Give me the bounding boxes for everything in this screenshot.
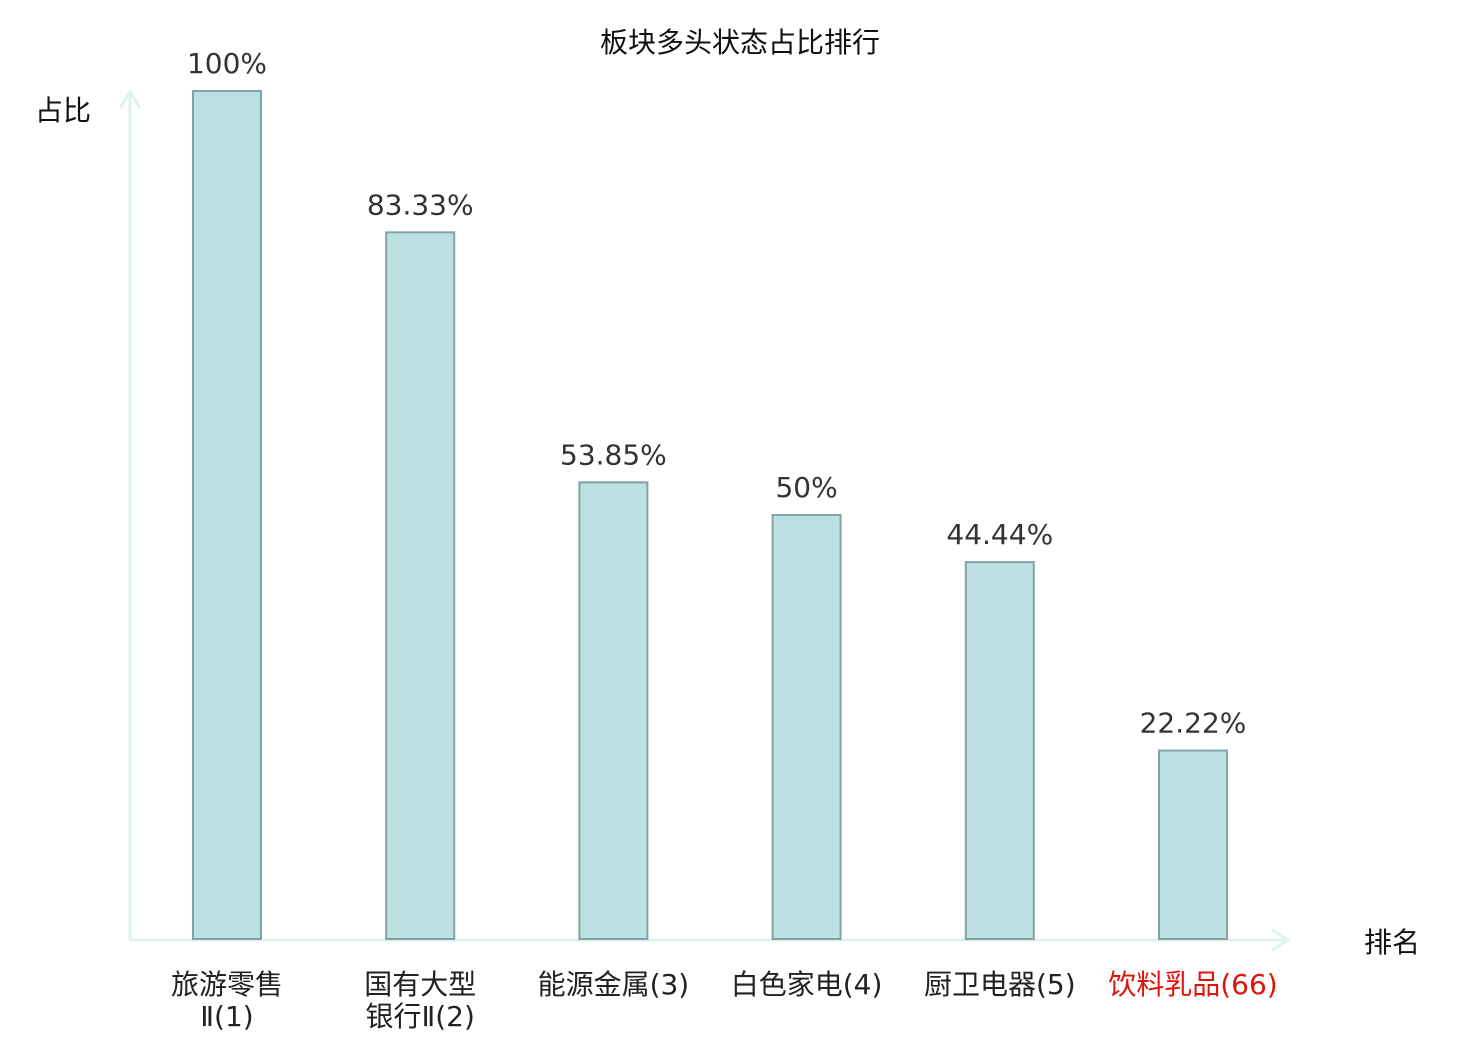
x-axis: 排名 (130, 926, 1420, 959)
value-label-4: 50% (775, 471, 837, 504)
bar-6 (1158, 749, 1228, 940)
y-axis-arrow (118, 89, 142, 109)
category-labels-layer: 旅游零售 Ⅱ(1) 国有大型银行Ⅱ(2) 能源金属(3) 白色家电(4) 厨卫电器(5) 饮… (171, 968, 1278, 1033)
category-label-line: 银行Ⅱ(2) (365, 1000, 474, 1033)
category-label-5: 厨卫电器(5) (924, 968, 1076, 1001)
value-label-1: 100% (187, 47, 267, 80)
bar-5 (964, 561, 1035, 940)
value-label-6: 22.22% (1140, 707, 1247, 740)
bar-2 (385, 231, 456, 941)
value-label-5: 44.44% (946, 518, 1053, 551)
x-axis-arrow (1271, 928, 1291, 952)
value-label-3: 53.85% (560, 438, 667, 471)
category-label-line: 白色家电(4) (731, 968, 883, 1001)
bar-3 (578, 481, 649, 940)
category-label-4: 白色家电(4) (731, 968, 883, 1001)
x-axis-label: 排名 (1364, 926, 1420, 959)
y-axis-label: 占比 (35, 94, 91, 127)
category-label-line: 能源金属(3) (538, 968, 690, 1001)
category-label-1: 旅游零售 Ⅱ(1) (171, 968, 283, 1033)
chart-title: 板块多头状态占比排行 (600, 26, 880, 59)
category-label-3: 能源金属(3) (538, 968, 690, 1001)
category-label-line: 国有大型 (364, 968, 476, 1001)
category-label-6: 饮料乳品(66) (1108, 968, 1277, 1001)
bar-4 (771, 514, 842, 940)
y-axis: 占比 (35, 89, 142, 940)
category-label-line: 饮料乳品(66) (1108, 968, 1277, 1001)
category-label-line: 旅游零售 (171, 968, 283, 1001)
category-label-line: 厨卫电器(5) (924, 968, 1076, 1001)
bars-layer (192, 90, 1228, 941)
category-label-line: Ⅱ(1) (200, 1000, 253, 1033)
value-label-2: 83.33% (367, 188, 474, 221)
value-labels-layer: 100% 83.33% 53.85% 50% 44.44% 22.22% (187, 47, 1246, 740)
category-label-2: 国有大型银行Ⅱ(2) (364, 968, 476, 1033)
bar-1 (192, 90, 262, 940)
